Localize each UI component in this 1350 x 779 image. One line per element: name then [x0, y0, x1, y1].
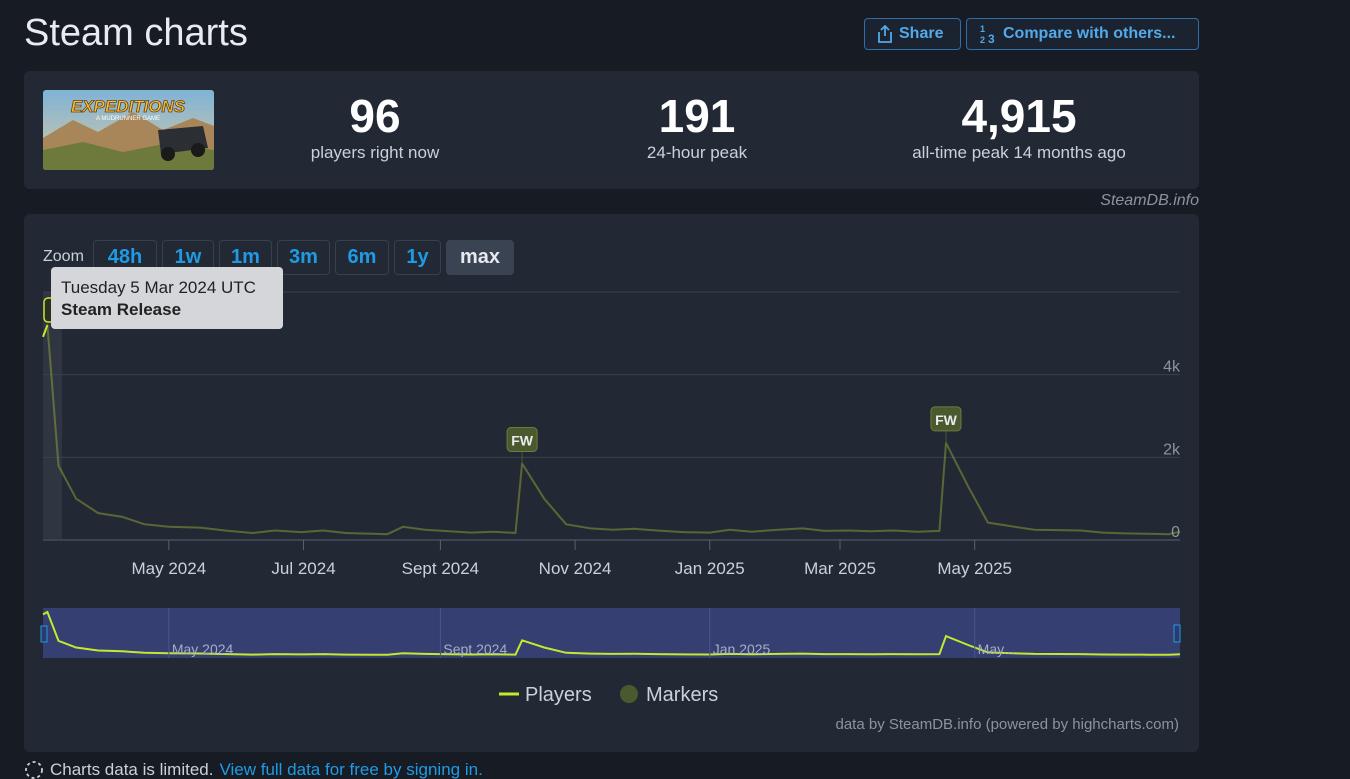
footer-note: Charts data is limited. View full data f…: [24, 760, 483, 779]
footer-text: Charts data is limited.: [50, 760, 214, 779]
stat-24h-peak: 191 24-hour peak: [622, 89, 772, 163]
svg-text:2: 2: [980, 35, 985, 44]
share-button[interactable]: Share: [864, 18, 961, 50]
zoom-48h[interactable]: 48h: [93, 240, 157, 275]
zoom-1w[interactable]: 1w: [162, 240, 214, 275]
stat-all-time-peak: 4,915 all-time peak 14 months ago: [894, 89, 1144, 163]
page-title: Steam charts: [24, 12, 248, 54]
zoom-6m[interactable]: 6m: [335, 240, 389, 275]
stat-current-players: 96 players right now: [304, 89, 446, 163]
stat-label: 24-hour peak: [646, 143, 748, 162]
share-label: Share: [899, 25, 944, 42]
sort-numeric-icon: 1 2 3: [980, 24, 995, 44]
compare-button[interactable]: 1 2 3 Compare with others...: [966, 18, 1199, 50]
svg-text:1: 1: [980, 24, 985, 34]
zoom-3m[interactable]: 3m: [277, 240, 330, 275]
stat-label: players right now: [310, 143, 440, 162]
stat-value: 191: [658, 90, 736, 142]
sign-in-link[interactable]: View full data for free by signing in.: [219, 760, 483, 779]
compare-label: Compare with others...: [1003, 25, 1176, 42]
zoom-1y[interactable]: 1y: [394, 240, 441, 275]
zoom-1m[interactable]: 1m: [219, 240, 272, 275]
stats-panel: EXPEDITIONS A MUDRUNNER GAME 96 players …: [24, 71, 1199, 189]
svg-text:EXPEDITIONS: EXPEDITIONS: [71, 97, 186, 116]
svg-text:A MUDRUNNER GAME: A MUDRUNNER GAME: [96, 116, 160, 122]
share-icon: [878, 25, 892, 43]
stat-label: all-time peak 14 months ago: [912, 143, 1126, 162]
spinner-icon: [25, 761, 43, 779]
game-capsule-image[interactable]: EXPEDITIONS A MUDRUNNER GAME: [43, 90, 214, 170]
steamdb-credit[interactable]: SteamDB.info: [1100, 192, 1199, 209]
stat-value: 4,915: [961, 90, 1077, 142]
zoom-label: Zoom: [43, 248, 84, 265]
chart-panel: [24, 214, 1199, 752]
zoom-max[interactable]: max: [446, 240, 514, 275]
svg-text:3: 3: [988, 32, 995, 44]
stat-value: 96: [349, 90, 401, 142]
